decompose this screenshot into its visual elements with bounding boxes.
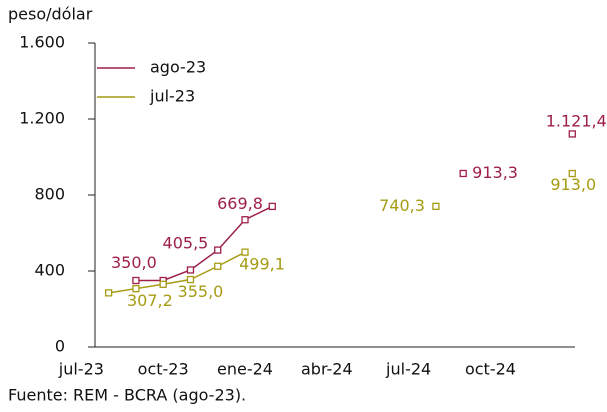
series-line xyxy=(108,251,246,294)
legend-label: ago-23 xyxy=(150,58,206,77)
y-tick-label: 400 xyxy=(34,261,65,280)
point-marker xyxy=(568,130,576,138)
series-line xyxy=(135,205,273,282)
point-marker xyxy=(186,266,195,274)
y-tick-label: 1.200 xyxy=(19,109,65,128)
data-label: 740,3 xyxy=(379,196,425,215)
point-marker xyxy=(241,248,249,256)
data-label: 913,0 xyxy=(550,175,596,194)
x-tick-label: oct-24 xyxy=(465,360,516,379)
y-tick-label: 0 xyxy=(55,337,65,356)
y-tick-label: 800 xyxy=(34,185,65,204)
point-marker xyxy=(268,202,276,211)
point-marker xyxy=(159,280,167,288)
data-label: 405,5 xyxy=(163,233,209,252)
point-marker xyxy=(432,202,440,210)
data-label: 355,0 xyxy=(178,282,224,301)
point-marker xyxy=(104,289,113,297)
data-label: 669,8 xyxy=(217,194,263,213)
x-tick-label: abr-24 xyxy=(301,360,353,379)
x-tick-label: jul-23 xyxy=(58,360,104,379)
point-marker xyxy=(186,275,195,284)
point-marker xyxy=(132,284,140,293)
data-label: 499,1 xyxy=(239,255,285,274)
data-label: 913,3 xyxy=(472,163,518,182)
data-label: 1.121,4 xyxy=(546,111,607,130)
point-marker xyxy=(132,276,140,285)
x-tick-label: ene-24 xyxy=(217,360,273,379)
point-marker xyxy=(459,169,467,178)
point-marker xyxy=(214,246,222,254)
point-marker xyxy=(568,169,576,178)
data-label: 350,0 xyxy=(111,253,157,272)
source-note: Fuente: REM - BCRA (ago-23). xyxy=(8,386,246,405)
y-tick-label: 1.600 xyxy=(19,33,65,52)
point-marker xyxy=(241,216,249,224)
legend-label: jul-23 xyxy=(149,87,195,106)
point-marker xyxy=(214,262,222,270)
x-tick-label: jul-24 xyxy=(385,360,431,379)
x-tick-label: oct-23 xyxy=(138,360,189,379)
y-axis-label: peso/dólar xyxy=(8,5,93,24)
data-label: 307,2 xyxy=(127,291,173,310)
